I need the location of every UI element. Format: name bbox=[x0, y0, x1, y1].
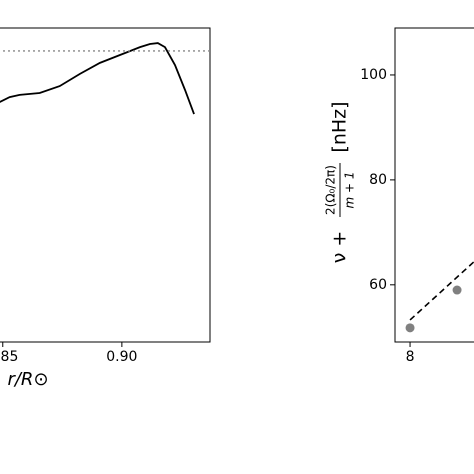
x-axis-label: r/R⊙ bbox=[7, 369, 48, 390]
y-label-denominator: m + 1 bbox=[343, 171, 357, 208]
y-label-prefix: ν + bbox=[329, 231, 351, 264]
y-label-unit: [nHz] bbox=[329, 101, 351, 152]
x-tick-label: 0.85 bbox=[0, 349, 18, 365]
y-label-numerator: 2(Ω₀/2π) bbox=[324, 165, 338, 215]
x-tick-label: 0.90 bbox=[106, 349, 137, 365]
right-frame bbox=[394, 27, 474, 343]
y-axis-label: ν + 2(Ω₀/2π) m + 1 [nHz] bbox=[324, 101, 357, 263]
y-tick-label: 80 bbox=[369, 172, 387, 188]
left-frame bbox=[0, 27, 211, 343]
x-tick-label: 8 bbox=[406, 349, 415, 365]
fit-line bbox=[409, 261, 474, 321]
y-tick-label: 100 bbox=[360, 67, 387, 83]
point bbox=[405, 323, 415, 333]
y-tick-label: 60 bbox=[369, 277, 387, 293]
line-series bbox=[0, 42, 195, 115]
point bbox=[452, 285, 462, 295]
